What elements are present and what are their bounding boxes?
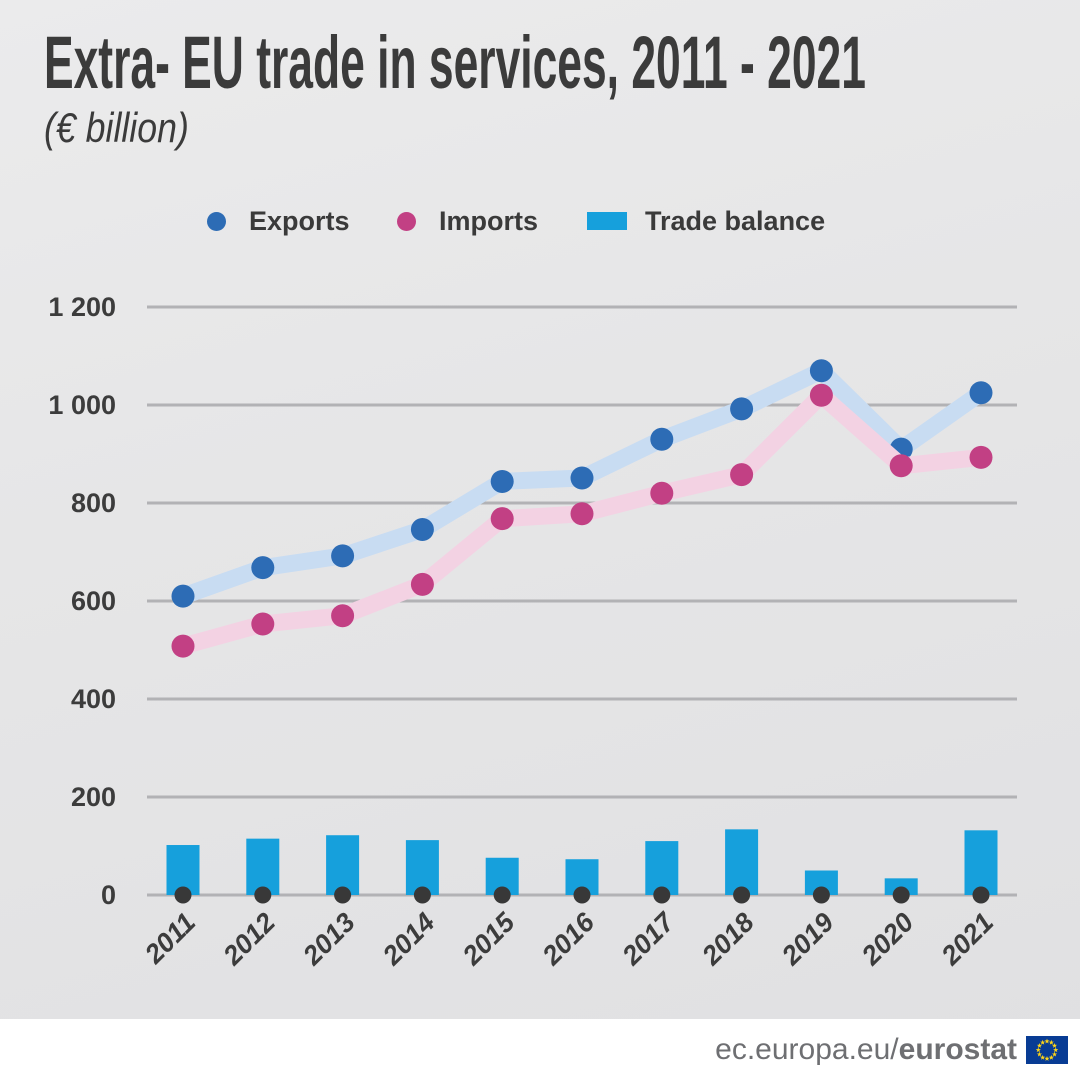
axis-dot-2013	[334, 886, 352, 904]
eu-flag-star	[1036, 1051, 1043, 1057]
eu-flag-star	[1053, 1046, 1059, 1052]
imports-marker-icon	[397, 211, 416, 231]
eu-flag-star	[1051, 1051, 1058, 1057]
x-axis-label-2013: 2013	[296, 907, 360, 971]
imports-point-2012	[251, 612, 275, 636]
imports-point-2015	[490, 507, 514, 531]
y-axis-label-1200: 1 200	[48, 292, 116, 322]
legend-item-trade-balance: Trade balance	[587, 205, 826, 236]
exports-point-2011	[171, 584, 195, 608]
exports-point-2014	[410, 517, 434, 541]
x-axis-label-2016: 2016	[536, 906, 601, 971]
imports-point-2014	[410, 572, 434, 596]
x-axis-label-2011: 2011	[138, 907, 201, 970]
y-axis-label-800: 800	[71, 488, 116, 518]
exports-point-2021	[969, 381, 993, 405]
axis-dot-2020	[892, 886, 910, 904]
eu-flag-star	[1040, 1054, 1046, 1060]
imports-point-2020	[889, 454, 913, 478]
axis-dot-2015	[493, 886, 511, 904]
y-axis-label-600: 600	[71, 586, 116, 616]
x-axis-label-2017: 2017	[616, 906, 682, 972]
x-axis-label-2014: 2014	[376, 907, 440, 971]
eu-flag-star	[1035, 1046, 1041, 1052]
eu-flag-icon	[1026, 1035, 1068, 1064]
axis-dot-2012	[254, 886, 272, 904]
imports-point-2018	[730, 463, 754, 487]
chart-subtitle: (€ billion)	[44, 104, 189, 151]
page-title: Extra- EU trade in services, 2011 - 2021	[44, 21, 866, 104]
axis-dot-2017	[653, 886, 671, 904]
trade-balance-bar-2013	[326, 835, 360, 895]
x-axis-label-2020: 2020	[855, 907, 919, 971]
exports-point-2016	[570, 466, 594, 490]
x-axis-label-2019: 2019	[775, 907, 839, 971]
trade-balance-bar-2014	[405, 840, 439, 895]
imports-point-2017	[650, 481, 674, 505]
exports-point-2012	[251, 556, 275, 580]
x-axis-label-2012: 2012	[217, 907, 281, 971]
axis-dot-2014	[413, 886, 431, 904]
eu-flag-star	[1048, 1054, 1054, 1060]
axis-dot-2018	[733, 886, 751, 904]
exports-marker-icon	[207, 211, 226, 231]
axis-dot-2019	[812, 886, 830, 904]
trade-balance-marker-icon	[587, 212, 627, 230]
legend-item-exports: Exports	[207, 205, 350, 236]
y-axis-label-1000: 1 000	[48, 390, 116, 420]
imports-point-2016	[570, 502, 594, 526]
trade-balance-bar-2012	[246, 838, 280, 895]
exports-point-2019	[809, 359, 833, 383]
axis-dot-2011	[174, 886, 192, 904]
legend-label-trade-balance: Trade balance	[645, 205, 826, 236]
eu-flag-star	[1048, 1039, 1054, 1045]
legend-label-imports: Imports	[439, 205, 539, 236]
y-axis-label-200: 200	[71, 782, 116, 812]
eu-flag-star	[1044, 1038, 1050, 1043]
x-axis-label-2018: 2018	[695, 907, 759, 971]
footer-url: ec.europa.eu/eurostat	[715, 1032, 1017, 1066]
axis-dot-2021	[972, 886, 990, 904]
exports-point-2013	[331, 544, 355, 568]
legend-item-imports: Imports	[397, 205, 539, 236]
legend-label-exports: Exports	[249, 205, 350, 236]
y-axis-label-0: 0	[101, 880, 116, 910]
eu-flag-star	[1051, 1042, 1058, 1048]
eu-flag-star	[1044, 1055, 1050, 1061]
x-axis-label-2021: 2021	[935, 907, 999, 971]
exports-point-2015	[490, 469, 514, 493]
x-axis-label-2015: 2015	[456, 906, 521, 971]
imports-point-2011	[171, 634, 195, 658]
trade-balance-bar-2017	[645, 841, 679, 895]
footer-bar: ec.europa.eu/eurostat	[0, 1019, 1080, 1080]
imports-point-2019	[809, 383, 833, 407]
axis-dot-2016	[573, 886, 591, 904]
eu-flag-star	[1040, 1039, 1046, 1045]
exports-point-2017	[650, 427, 674, 451]
trade-balance-bar-2018	[725, 829, 759, 895]
imports-point-2021	[969, 445, 993, 469]
y-axis-label-400: 400	[71, 684, 116, 714]
trade-balance-bar-2021	[964, 830, 998, 895]
imports-point-2013	[331, 604, 355, 628]
eu-flag-star	[1036, 1042, 1043, 1048]
exports-point-2018	[730, 397, 754, 421]
